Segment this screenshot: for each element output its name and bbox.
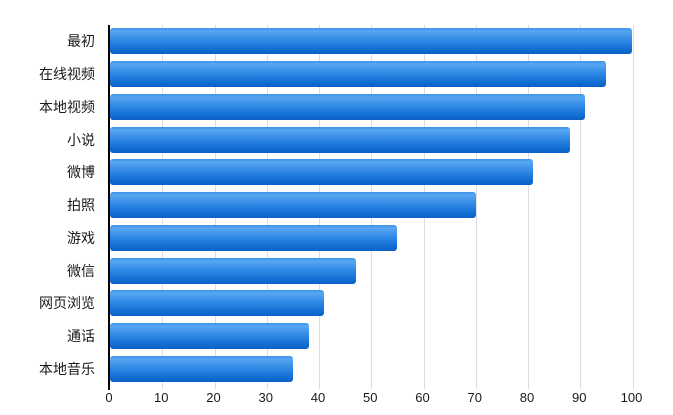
category-label: 本地视频 bbox=[39, 98, 95, 115]
x-tick-label: 70 bbox=[467, 390, 482, 405]
x-axis-labels: 0 10 20 30 40 50 60 70 80 90 100 bbox=[0, 390, 673, 406]
bar-row bbox=[110, 58, 632, 91]
bar-row bbox=[110, 287, 632, 320]
x-tick-label: 50 bbox=[363, 390, 378, 405]
x-tick-label: 60 bbox=[415, 390, 430, 405]
bar-row bbox=[110, 320, 632, 353]
bar bbox=[110, 290, 325, 317]
x-tick-label: 80 bbox=[519, 390, 535, 405]
x-tick-label: 20 bbox=[206, 390, 221, 405]
x-tick-label: 40 bbox=[310, 390, 326, 405]
gridline bbox=[528, 25, 529, 389]
category-label: 游戏 bbox=[67, 229, 95, 246]
category-label: 拍照 bbox=[67, 197, 95, 214]
bar-row bbox=[110, 189, 632, 222]
bar bbox=[110, 93, 586, 120]
bar-row bbox=[110, 352, 632, 385]
bar-row bbox=[110, 221, 632, 254]
bar bbox=[110, 126, 570, 153]
bar bbox=[110, 61, 607, 88]
x-tick-label: 10 bbox=[154, 390, 169, 405]
gridline bbox=[580, 25, 582, 389]
category-label: 通话 bbox=[67, 327, 95, 344]
gridline bbox=[475, 25, 477, 389]
category-label: 本地音乐 bbox=[39, 360, 95, 377]
bar-row bbox=[110, 90, 632, 123]
bar-row bbox=[110, 25, 632, 58]
bar-row bbox=[110, 123, 632, 156]
category-label: 在线视频 bbox=[39, 66, 95, 83]
gridline bbox=[632, 25, 634, 389]
plot-area bbox=[110, 25, 634, 389]
bar bbox=[110, 192, 476, 219]
bars-layer bbox=[110, 25, 632, 385]
bar bbox=[110, 159, 534, 186]
bar bbox=[110, 355, 293, 382]
y-axis-labels: 最初在线视频本地视频小说微博拍照游戏微信网页浏览通话本地音乐 bbox=[0, 25, 95, 385]
category-label: 网页浏览 bbox=[39, 295, 95, 312]
category-label: 最初 bbox=[67, 33, 95, 50]
y-axis-line bbox=[108, 25, 110, 390]
bar-row bbox=[110, 156, 632, 189]
category-label: 微博 bbox=[67, 164, 95, 181]
x-tick-label: 30 bbox=[258, 390, 273, 405]
x-tick-label: 90 bbox=[572, 390, 587, 405]
category-label: 小说 bbox=[67, 131, 95, 148]
bar-row bbox=[110, 254, 632, 287]
x-tick-label: 100 bbox=[620, 390, 643, 405]
bar bbox=[110, 28, 632, 55]
category-label: 微信 bbox=[67, 262, 95, 279]
bar bbox=[110, 224, 398, 251]
bar bbox=[110, 257, 356, 284]
x-tick-label: 0 bbox=[105, 390, 113, 405]
bar bbox=[110, 322, 309, 349]
